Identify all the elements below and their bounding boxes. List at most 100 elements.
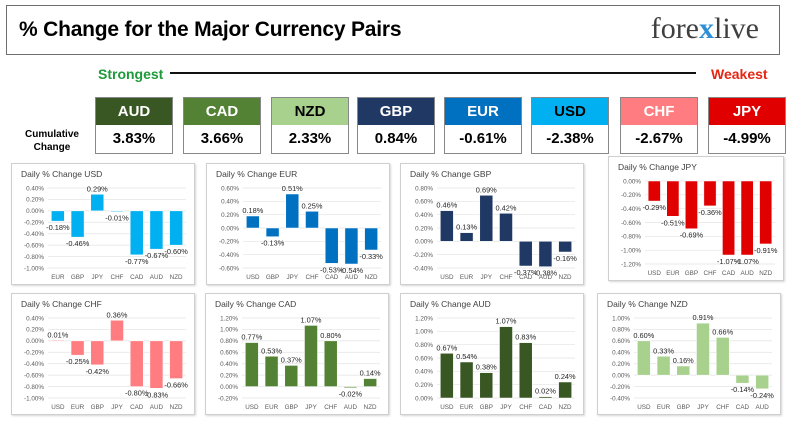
cumulative-label-line2: Change: [33, 142, 71, 153]
bar-nzd: [759, 180, 773, 245]
data-label: 0.66%: [712, 327, 733, 336]
x-tick-label: NZD: [759, 270, 772, 277]
currency-code-aud: AUD: [96, 98, 172, 125]
data-label: 0.25%: [302, 201, 323, 210]
x-tick-label: EUR: [460, 274, 474, 281]
chart-panel-gbp: Daily % Change GBP 0.80% 0.60% 0.40% 0.20% 0.…: [400, 163, 584, 285]
bar-nzd: [558, 241, 572, 253]
data-label: 0.67%: [436, 343, 457, 352]
y-tick-label: -1.00%: [24, 265, 44, 272]
chart-svg-chf: Daily % Change CHF 0.40% 0.20% 0.00% -0.20% -…: [21, 299, 188, 411]
y-tick-label: 0.80%: [415, 185, 433, 192]
data-label: 0.33%: [653, 346, 674, 355]
x-tick-label: GBP: [91, 404, 104, 411]
data-label: -0.54%: [340, 266, 364, 275]
x-tick-label: CAD: [519, 274, 533, 281]
x-tick-label: NZD: [559, 404, 572, 411]
bar-jpy: [90, 194, 105, 212]
y-tick-label: 0.00%: [26, 208, 44, 215]
y-tick-label: 0.40%: [26, 315, 44, 322]
logo-text-x: x: [699, 12, 714, 45]
y-tick-label: 1.20%: [220, 315, 238, 322]
bar-cad: [129, 210, 144, 256]
y-tick-label: -0.20%: [621, 192, 641, 199]
chart-title: Daily % Change JPY: [618, 162, 697, 172]
x-tick-label: CHF: [704, 270, 717, 277]
bar-nzd: [169, 340, 183, 379]
bar-aud: [149, 210, 164, 250]
y-tick-label: -0.60%: [24, 242, 44, 249]
currency-box-nzd: NZD 2.33%: [271, 97, 349, 154]
y-tick-label: 0.00%: [612, 372, 630, 379]
y-tick-label: 0.00%: [623, 178, 641, 185]
x-tick-label: NZD: [364, 404, 377, 411]
bar-usd: [51, 340, 65, 342]
x-tick-label: EUR: [460, 404, 474, 411]
bar-eur: [656, 356, 671, 376]
x-tick-label: JPY: [481, 274, 493, 281]
data-label: 0.42%: [496, 203, 517, 212]
y-tick-label: 1.00%: [612, 315, 630, 322]
currency-cumulative-cad: 3.66%: [200, 130, 244, 147]
currency-code-usd: USD: [532, 98, 608, 125]
data-label: 0.54%: [456, 352, 477, 361]
data-label: -0.18%: [46, 223, 70, 232]
chart-title: Daily % Change CAD: [215, 299, 296, 309]
chart-svg-cad: Daily % Change CAD 1.20% 1.00% 0.80% 0.60% 0.…: [215, 299, 381, 411]
bar-cad: [735, 374, 750, 384]
data-label: -0.25%: [66, 357, 90, 366]
bar-jpy: [110, 320, 124, 342]
y-tick-label: -0.20%: [413, 252, 433, 259]
currency-cumulative-eur: -0.61%: [459, 130, 507, 147]
y-tick-label: -0.20%: [218, 395, 238, 402]
x-tick-label: AUD: [345, 274, 359, 281]
bar-jpy: [304, 325, 318, 387]
data-label: 0.13%: [456, 223, 477, 232]
y-tick-label: 0.60%: [415, 199, 433, 206]
x-tick-label: AUD: [150, 274, 164, 281]
y-tick-label: -0.20%: [24, 350, 44, 357]
chart-svg-usd: Daily % Change USD0.40%0.20%0.00%-0.20%-…: [21, 169, 188, 281]
data-label: 0.91%: [693, 313, 714, 322]
x-tick-label: AUD: [539, 274, 553, 281]
x-tick-label: NZD: [170, 404, 183, 411]
x-tick-label: JPY: [111, 404, 123, 411]
currency-code-gbp: GBP: [358, 98, 434, 125]
y-tick-label: 0.00%: [221, 225, 239, 232]
y-tick-label: 0.20%: [26, 327, 44, 334]
x-tick-label: USD: [648, 270, 662, 277]
bar-chf: [703, 180, 717, 207]
y-tick-label: 0.20%: [220, 372, 238, 379]
data-label: 0.83%: [515, 333, 536, 342]
x-tick-label: CAD: [130, 404, 144, 411]
bar-aud: [538, 241, 553, 267]
x-tick-label: USD: [245, 404, 259, 411]
weakest-label: Weakest: [711, 66, 768, 82]
x-tick-label: USD: [246, 274, 260, 281]
x-tick-label: EUR: [666, 270, 680, 277]
data-label: 0.02%: [535, 387, 556, 396]
y-tick-label: -1.00%: [24, 395, 44, 402]
chart-title: Daily % Change GBP: [410, 169, 492, 179]
data-label: -1.07%: [717, 257, 741, 266]
chart-panel-eur: Daily % Change EUR 0.60% 0.40% 0.20% 0.00% -0…: [206, 163, 390, 285]
y-tick-label: 0.80%: [220, 338, 238, 345]
data-label: -0.42%: [86, 367, 110, 376]
data-label: 0.38%: [476, 363, 497, 372]
bar-gbp: [479, 372, 494, 399]
data-label: 0.60%: [633, 331, 654, 340]
x-tick-label: JPY: [500, 404, 512, 411]
y-tick-label: 0.00%: [415, 395, 433, 402]
y-tick-label: 0.40%: [26, 185, 44, 192]
forexlive-logo: forexlive: [651, 12, 759, 46]
x-tick-label: CHF: [324, 404, 337, 411]
bar-usd: [245, 342, 259, 387]
data-label: -0.14%: [731, 385, 755, 394]
data-label: -0.69%: [680, 231, 704, 240]
currency-cumulative-gbp: 0.84%: [374, 130, 418, 147]
x-tick-label: GBP: [685, 270, 698, 277]
x-tick-label: EUR: [51, 274, 65, 281]
y-tick-label: 0.60%: [220, 350, 238, 357]
currency-box-aud: AUD 3.83%: [95, 97, 173, 154]
bar-chf: [110, 210, 124, 212]
